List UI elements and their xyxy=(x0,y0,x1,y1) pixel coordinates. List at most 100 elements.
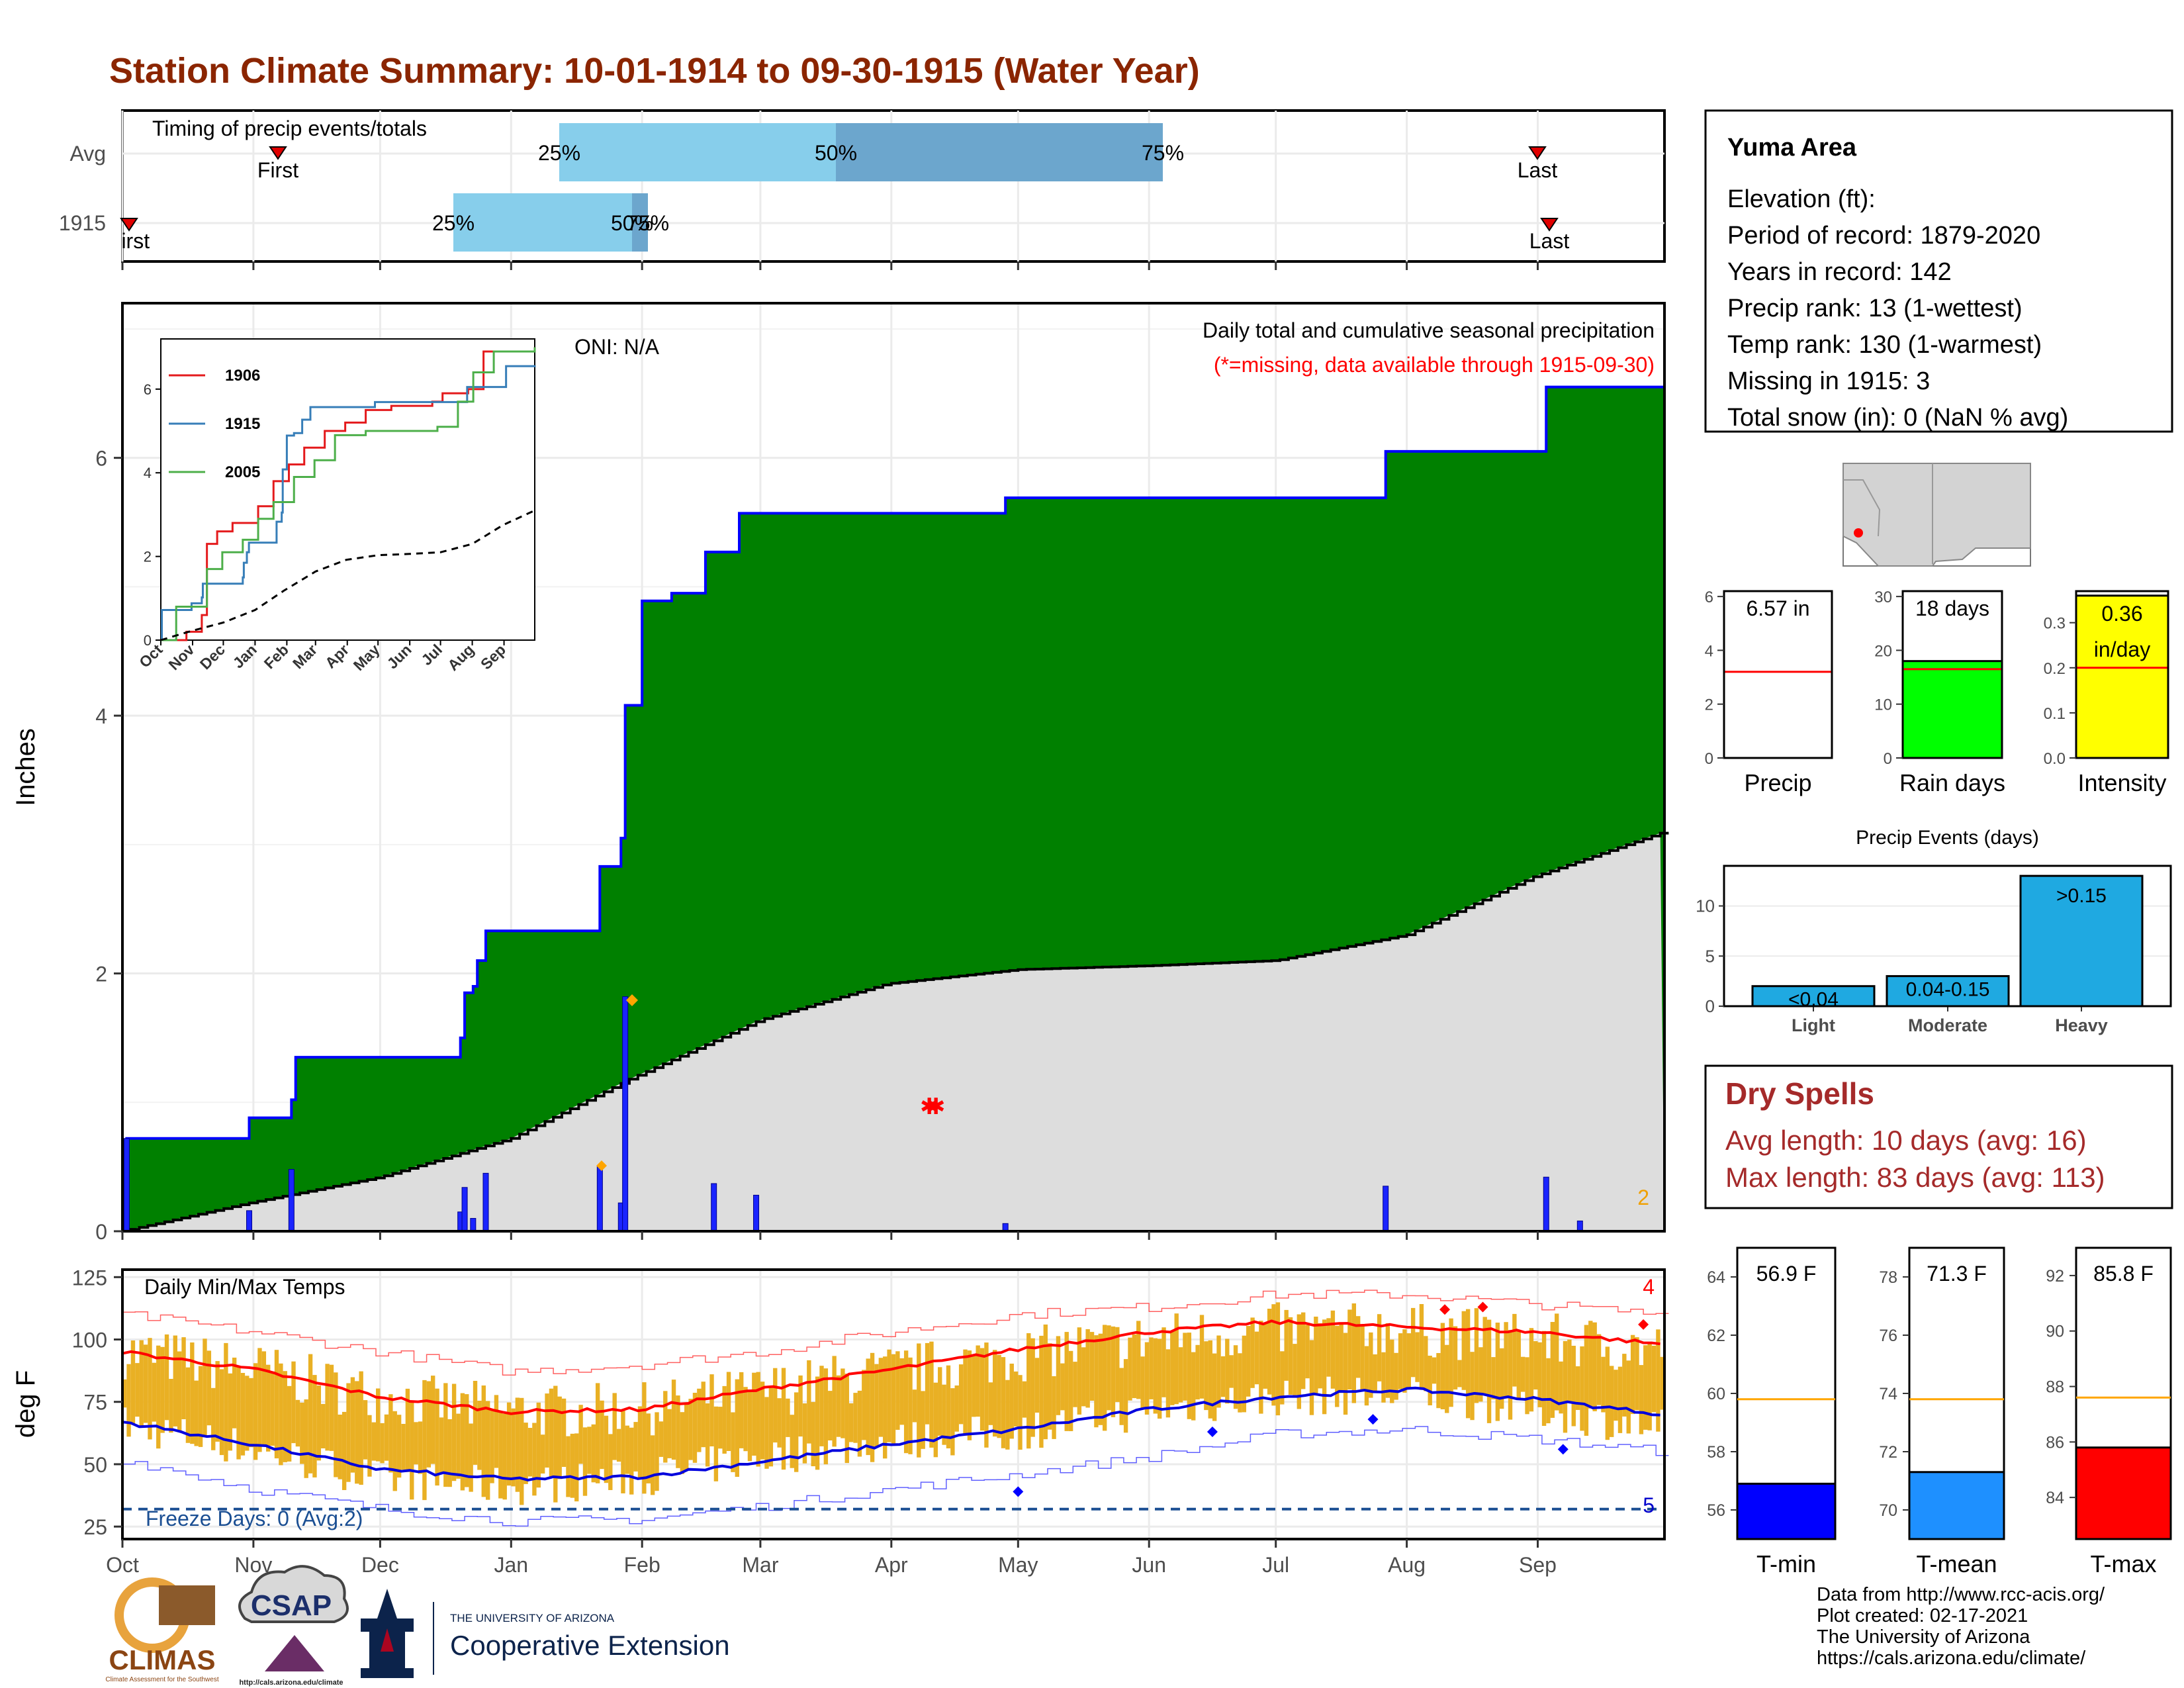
temp-bar-284 xyxy=(1322,1319,1327,1415)
inset-legend-label-0: 1906 xyxy=(225,367,260,385)
temp-bar-122 xyxy=(637,1406,643,1478)
temp-bar-186 xyxy=(908,1357,913,1454)
temp-bar-106 xyxy=(570,1433,575,1498)
temp-bar-127 xyxy=(659,1421,664,1457)
temp-bar-230 xyxy=(1094,1335,1099,1428)
temp-bar-363 xyxy=(1656,1329,1661,1432)
summary-label-2: Intensity xyxy=(2077,769,2166,796)
temp-bar-15 xyxy=(185,1367,191,1443)
month-label-7: May xyxy=(998,1553,1038,1577)
temp-bar-335 xyxy=(1537,1342,1542,1407)
temp-bar-188 xyxy=(917,1343,921,1458)
temp-bar-318 xyxy=(1465,1309,1471,1419)
temp-bar-241 xyxy=(1140,1356,1145,1409)
temp-bar-170 xyxy=(841,1368,845,1438)
info-line-0: Elevation (ft): xyxy=(1727,185,1876,213)
temp-bar-299 xyxy=(1385,1323,1390,1398)
temp-bar-103 xyxy=(557,1396,562,1479)
temp-bar-237 xyxy=(1123,1359,1128,1433)
temp-bar-258 xyxy=(1212,1353,1217,1421)
precip-ytick-label-1: 2 xyxy=(95,962,107,986)
temp-bar-247 xyxy=(1165,1349,1171,1418)
daily-precip-bar-7 xyxy=(596,1166,603,1232)
temp-bar-25 xyxy=(228,1373,232,1451)
temp-bar-26 xyxy=(232,1357,237,1429)
temp-bar-308 xyxy=(1424,1336,1428,1391)
record-high-marker-2 xyxy=(1638,1319,1649,1330)
temp-bar-332 xyxy=(1525,1357,1529,1415)
events-bar-1 xyxy=(1886,975,2010,1008)
temp-bar-110 xyxy=(587,1427,592,1474)
tempbar-value-1 xyxy=(1908,1471,2005,1540)
temp-bar-211 xyxy=(1013,1371,1019,1427)
temp-bar-220 xyxy=(1052,1376,1056,1439)
temp-bar-222 xyxy=(1060,1363,1065,1411)
temp-bar-229 xyxy=(1089,1332,1095,1401)
events-bar-label-1: 0.04-0.15 xyxy=(1906,979,1990,1001)
tempbar-label-1: T-mean xyxy=(1916,1550,1997,1577)
tempbar-label-0: T-min xyxy=(1756,1550,1816,1577)
temp-bar-202 xyxy=(976,1345,980,1417)
temp-bar-191 xyxy=(929,1341,934,1448)
temp-bar-279 xyxy=(1301,1312,1306,1389)
temp-bar-164 xyxy=(815,1376,820,1470)
daily-precip-bar-5 xyxy=(470,1218,477,1232)
temp-bar-140 xyxy=(713,1406,719,1481)
temp-bar-213 xyxy=(1022,1381,1027,1418)
daily-precip-bar-11 xyxy=(753,1194,760,1232)
events-bar-label-2: >0.15 xyxy=(2056,885,2107,907)
summary-tick-label-0-2: 4 xyxy=(1705,642,1713,660)
temp-bar-74 xyxy=(435,1388,439,1486)
temp-bar-56 xyxy=(359,1371,363,1485)
temp-bar-44 xyxy=(308,1354,313,1474)
temp-bar-63 xyxy=(388,1394,393,1473)
temp-bar-86 xyxy=(485,1401,490,1500)
info-frame xyxy=(1704,109,2173,433)
temp-bar-160 xyxy=(798,1375,803,1437)
footer-line-1: Plot created: 02-17-2021 xyxy=(1817,1605,2028,1626)
temp-bar-337 xyxy=(1546,1358,1551,1424)
tempbar-tick-label-1-0: 70 xyxy=(1879,1501,1897,1520)
footer-line-3: https://cals.arizona.edu/climate/ xyxy=(1817,1648,2086,1669)
temp-bar-326 xyxy=(1500,1348,1504,1409)
temp-bar-35 xyxy=(270,1372,275,1446)
temp-bar-87 xyxy=(490,1409,494,1483)
temp-bar-190 xyxy=(925,1342,930,1425)
temp-bar-27 xyxy=(236,1366,241,1460)
daily-precip-bar-13 xyxy=(1383,1186,1389,1232)
missing-data-marker: ✱ xyxy=(920,1094,939,1119)
temp-bar-16 xyxy=(190,1342,195,1444)
temp-bar-185 xyxy=(903,1350,909,1454)
temp-bar-272 xyxy=(1271,1304,1276,1406)
temp-bar-327 xyxy=(1504,1322,1508,1399)
temp-bar-285 xyxy=(1326,1318,1331,1377)
tempbar-value-0 xyxy=(1736,1482,1837,1540)
temp-bar-11 xyxy=(169,1379,173,1433)
temp-bar-291 xyxy=(1351,1303,1356,1403)
temp-bar-8 xyxy=(156,1345,161,1449)
temp-bar-53 xyxy=(346,1383,351,1482)
temp-bar-236 xyxy=(1119,1368,1124,1425)
month-label-10: Aug xyxy=(1388,1553,1426,1577)
temp-bar-238 xyxy=(1128,1337,1132,1401)
tempbar-value-label-1: 71.3 F xyxy=(1927,1262,1987,1286)
temp-bar-219 xyxy=(1048,1343,1052,1430)
temp-bar-192 xyxy=(933,1382,938,1458)
csap-logo-text: CSAP xyxy=(251,1589,332,1622)
temp-bar-215 xyxy=(1030,1338,1035,1437)
temp-bar-243 xyxy=(1149,1337,1154,1399)
events-ytick-label-1: 5 xyxy=(1706,946,1715,966)
temp-bar-132 xyxy=(680,1412,685,1474)
temp-bar-293 xyxy=(1360,1325,1365,1391)
temp-bar-282 xyxy=(1314,1317,1318,1396)
average-max-line xyxy=(122,1319,1661,1415)
temp-bar-48 xyxy=(325,1364,330,1451)
dry-spells-max: Max length: 83 days (avg: 113) xyxy=(1725,1162,2105,1193)
inset-series-1915 xyxy=(161,365,536,641)
daily-precip-bar-9 xyxy=(622,996,629,1232)
temp-bar-162 xyxy=(807,1360,811,1444)
temp-bar-136 xyxy=(697,1388,702,1452)
temp-bar-6 xyxy=(148,1338,152,1440)
